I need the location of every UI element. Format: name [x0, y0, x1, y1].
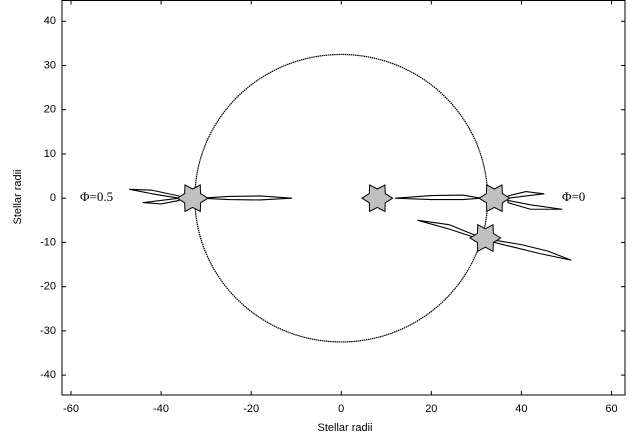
- y-tick-label: -30: [40, 325, 56, 337]
- x-tick-label: 60: [605, 403, 617, 415]
- annotation: Φ=0: [562, 189, 585, 204]
- lobe: [394, 194, 482, 201]
- lobe: [201, 195, 293, 201]
- x-tick-label: 0: [338, 403, 344, 415]
- star: [478, 184, 511, 213]
- x-tick-label: 20: [425, 403, 437, 415]
- star: [176, 184, 209, 213]
- lobe: [507, 191, 545, 199]
- x-tick-label: 40: [515, 403, 527, 415]
- x-axis-label: Stellar radii: [317, 422, 372, 434]
- lobe: [507, 199, 563, 210]
- y-tick-label: -10: [40, 236, 56, 248]
- y-tick-label: -20: [40, 281, 56, 293]
- star: [361, 184, 394, 213]
- y-tick-label: 40: [44, 15, 56, 27]
- y-tick-label: 30: [44, 59, 56, 71]
- lobe: [142, 197, 180, 205]
- x-tick-label: -20: [243, 403, 259, 415]
- plot-frame: [61, 0, 626, 396]
- annotation: Φ=0.5: [80, 189, 113, 204]
- star: [469, 223, 502, 253]
- x-tick-label: -40: [153, 403, 169, 415]
- x-tick-label: -60: [63, 403, 79, 415]
- y-tick-label: 0: [50, 192, 56, 204]
- lobe: [129, 188, 180, 199]
- y-tick-label: 10: [44, 148, 56, 160]
- orbit: [194, 53, 489, 343]
- y-tick-label: -40: [40, 369, 56, 381]
- lobe: [417, 219, 477, 239]
- lobe: [493, 239, 572, 261]
- y-axis-label: Stellar radii: [12, 169, 24, 224]
- y-tick-label: 20: [44, 104, 56, 116]
